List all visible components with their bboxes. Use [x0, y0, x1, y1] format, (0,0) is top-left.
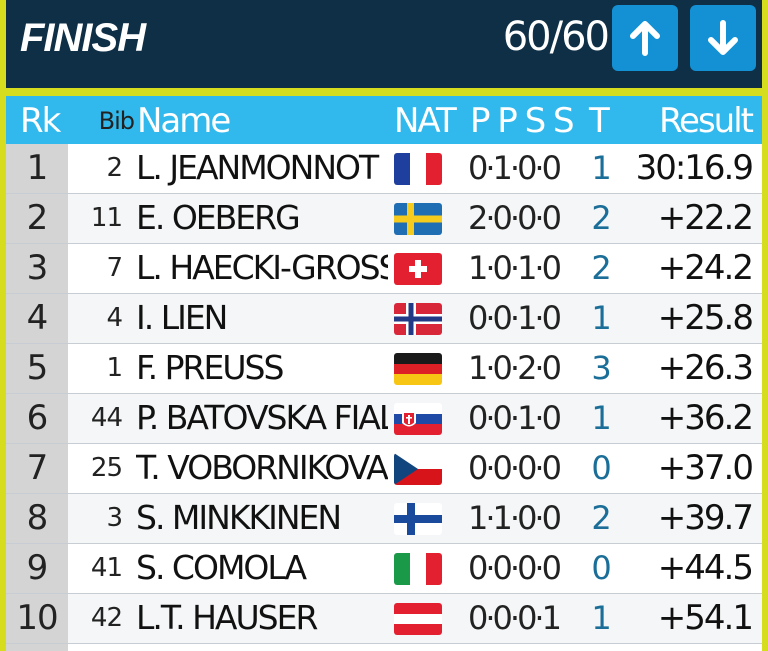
rank-cell: 1 [6, 144, 68, 193]
flag-ita-icon [394, 553, 442, 585]
flag-fra-icon [394, 153, 442, 185]
result-cell: +22.2 [657, 198, 752, 238]
table-row[interactable]: 7 25 T. VOBORNIKOVA 0·0·0·0 0 +37.0 [6, 444, 762, 494]
scroll-down-button[interactable] [690, 5, 756, 71]
column-header-bib: Bib [98, 107, 135, 135]
column-header-result: Result [658, 101, 754, 141]
penalty-total-cell: 1 [591, 399, 611, 437]
result-cell: +24.2 [657, 248, 752, 288]
result-cell: +39.7 [657, 498, 752, 538]
arrow-up-icon [630, 21, 660, 56]
shooting-cell: 1·0·1·0 [468, 249, 562, 287]
rank-cell: 5 [6, 344, 68, 393]
rank-cell: 7 [6, 444, 68, 493]
athlete-name: L.T. HAUSER [136, 598, 318, 637]
athlete-name: I. LIEN [136, 298, 228, 337]
flag-ger-icon [394, 353, 442, 385]
shooting-cell: 0·0·1·0 [468, 399, 562, 437]
flag-nor-icon [394, 303, 442, 335]
flag-aut-icon [394, 603, 442, 635]
penalty-total-cell: 2 [591, 199, 611, 237]
penalty-total-cell: 2 [591, 249, 611, 287]
athlete-name: S. COMOLA [136, 548, 307, 587]
penalty-total-cell: 0 [591, 449, 611, 487]
table-header: Rk Bib Name NAT P P S S T Result [6, 96, 762, 144]
athlete-name: L. HAECKI-GROSS [136, 248, 388, 287]
bib-cell: 1 [106, 353, 122, 383]
column-header-total: T [589, 101, 610, 141]
flag-fin-icon [394, 503, 442, 535]
shooting-cell: 0·0·0·0 [468, 449, 562, 487]
bib-cell: 7 [106, 253, 122, 283]
shooting-cell: 0·1·0·0 [468, 149, 562, 187]
bib-cell: 44 [90, 403, 122, 433]
athlete-name: F. PREUSS [136, 348, 284, 387]
shooting-cell: 2·0·0·0 [468, 199, 562, 237]
bib-cell: 42 [90, 603, 122, 633]
athlete-name: L. JEANMONNOT [136, 148, 379, 187]
table-row[interactable]: 2 11 E. OEBERG 2·0·0·0 2 +22.2 [6, 194, 762, 244]
bib-cell: 25 [90, 453, 122, 483]
bib-cell: 2 [106, 153, 122, 183]
table-row[interactable]: 9 41 S. COMOLA 0·0·0·0 0 +44.5 [6, 544, 762, 594]
penalty-total-cell: 3 [591, 349, 611, 387]
rank-cell: 4 [6, 294, 68, 343]
table-row[interactable]: 6 44 P. BATOVSKA FIAL 0·0·1·0 1 +36.2 [6, 394, 762, 444]
flag-sui-icon [394, 253, 442, 285]
rank-cell: 10 [6, 594, 68, 643]
athlete-name: P. BATOVSKA FIAL [136, 398, 388, 437]
penalty-total-cell: 2 [591, 499, 611, 537]
result-cell: +26.3 [657, 348, 752, 388]
penalty-total-cell: 1 [591, 599, 611, 637]
column-header-name: Name [137, 101, 231, 141]
shooting-cell: 1·0·2·0 [468, 349, 562, 387]
athlete-name: E. OEBERG [136, 198, 301, 237]
shooting-cell: 0·0·0·1 [468, 599, 562, 637]
page-title: FINISH [20, 16, 146, 60]
flag-svk-icon [394, 403, 442, 435]
scroll-up-button[interactable] [612, 5, 678, 71]
bib-cell: 4 [106, 303, 122, 333]
table-row[interactable]: 1 2 L. JEANMONNOT 0·1·0·0 1 30:16.9 [6, 144, 762, 194]
shooting-cell: 1·1·0·0 [468, 499, 562, 537]
results-count: 60/60 [502, 14, 610, 60]
flag-swe-icon [394, 203, 442, 235]
flag-cze-icon [394, 453, 442, 485]
athlete-name: S. MINKKINEN [136, 498, 342, 537]
athlete-name: T. VOBORNIKOVA [136, 448, 388, 487]
rank-cell: 6 [6, 394, 68, 443]
results-table: Rk Bib Name NAT P P S S T Result 1 2 L. … [6, 96, 762, 651]
rank-cell: 8 [6, 494, 68, 543]
table-row[interactable]: 10 42 L.T. HAUSER 0·0·0·1 1 +54.1 [6, 594, 762, 644]
column-header-rank: Rk [20, 101, 61, 141]
bib-cell: 11 [90, 203, 122, 233]
shooting-cell: 0·0·1·0 [468, 299, 562, 337]
column-header-shooting: P P S S [470, 101, 575, 141]
table-row[interactable]: 8 3 S. MINKKINEN 1·1·0·0 2 +39.7 [6, 494, 762, 544]
rank-cell: 2 [6, 194, 68, 243]
column-header-nat: NAT [394, 101, 457, 141]
bib-cell: 3 [106, 503, 122, 533]
result-cell: +37.0 [657, 448, 752, 488]
rank-cell: 3 [6, 244, 68, 293]
result-cell: +36.2 [657, 398, 752, 438]
arrow-down-icon [708, 20, 738, 55]
penalty-total-cell: 1 [591, 149, 611, 187]
penalty-total-cell: 1 [591, 299, 611, 337]
penalty-total-cell: 0 [591, 549, 611, 587]
result-cell: +44.5 [657, 548, 752, 588]
rank-cell: 9 [6, 544, 68, 593]
table-row[interactable]: 4 4 I. LIEN 0·0·1·0 1 +25.8 [6, 294, 762, 344]
table-row[interactable]: 5 1 F. PREUSS 1·0·2·0 3 +26.3 [6, 344, 762, 394]
result-cell: +25.8 [657, 298, 752, 338]
result-cell: 30:16.9 [635, 148, 752, 188]
results-rows: 1 2 L. JEANMONNOT 0·1·0·0 1 30:16.9 2 11… [6, 144, 762, 644]
table-row[interactable]: 3 7 L. HAECKI-GROSS 1·0·1·0 2 +24.2 [6, 244, 762, 294]
rank-column-continuation [6, 644, 68, 651]
shooting-cell: 0·0·0·0 [468, 549, 562, 587]
result-cell: +54.1 [657, 598, 752, 638]
bib-cell: 41 [90, 553, 122, 583]
results-header: FINISH 60/60 [6, 0, 762, 88]
